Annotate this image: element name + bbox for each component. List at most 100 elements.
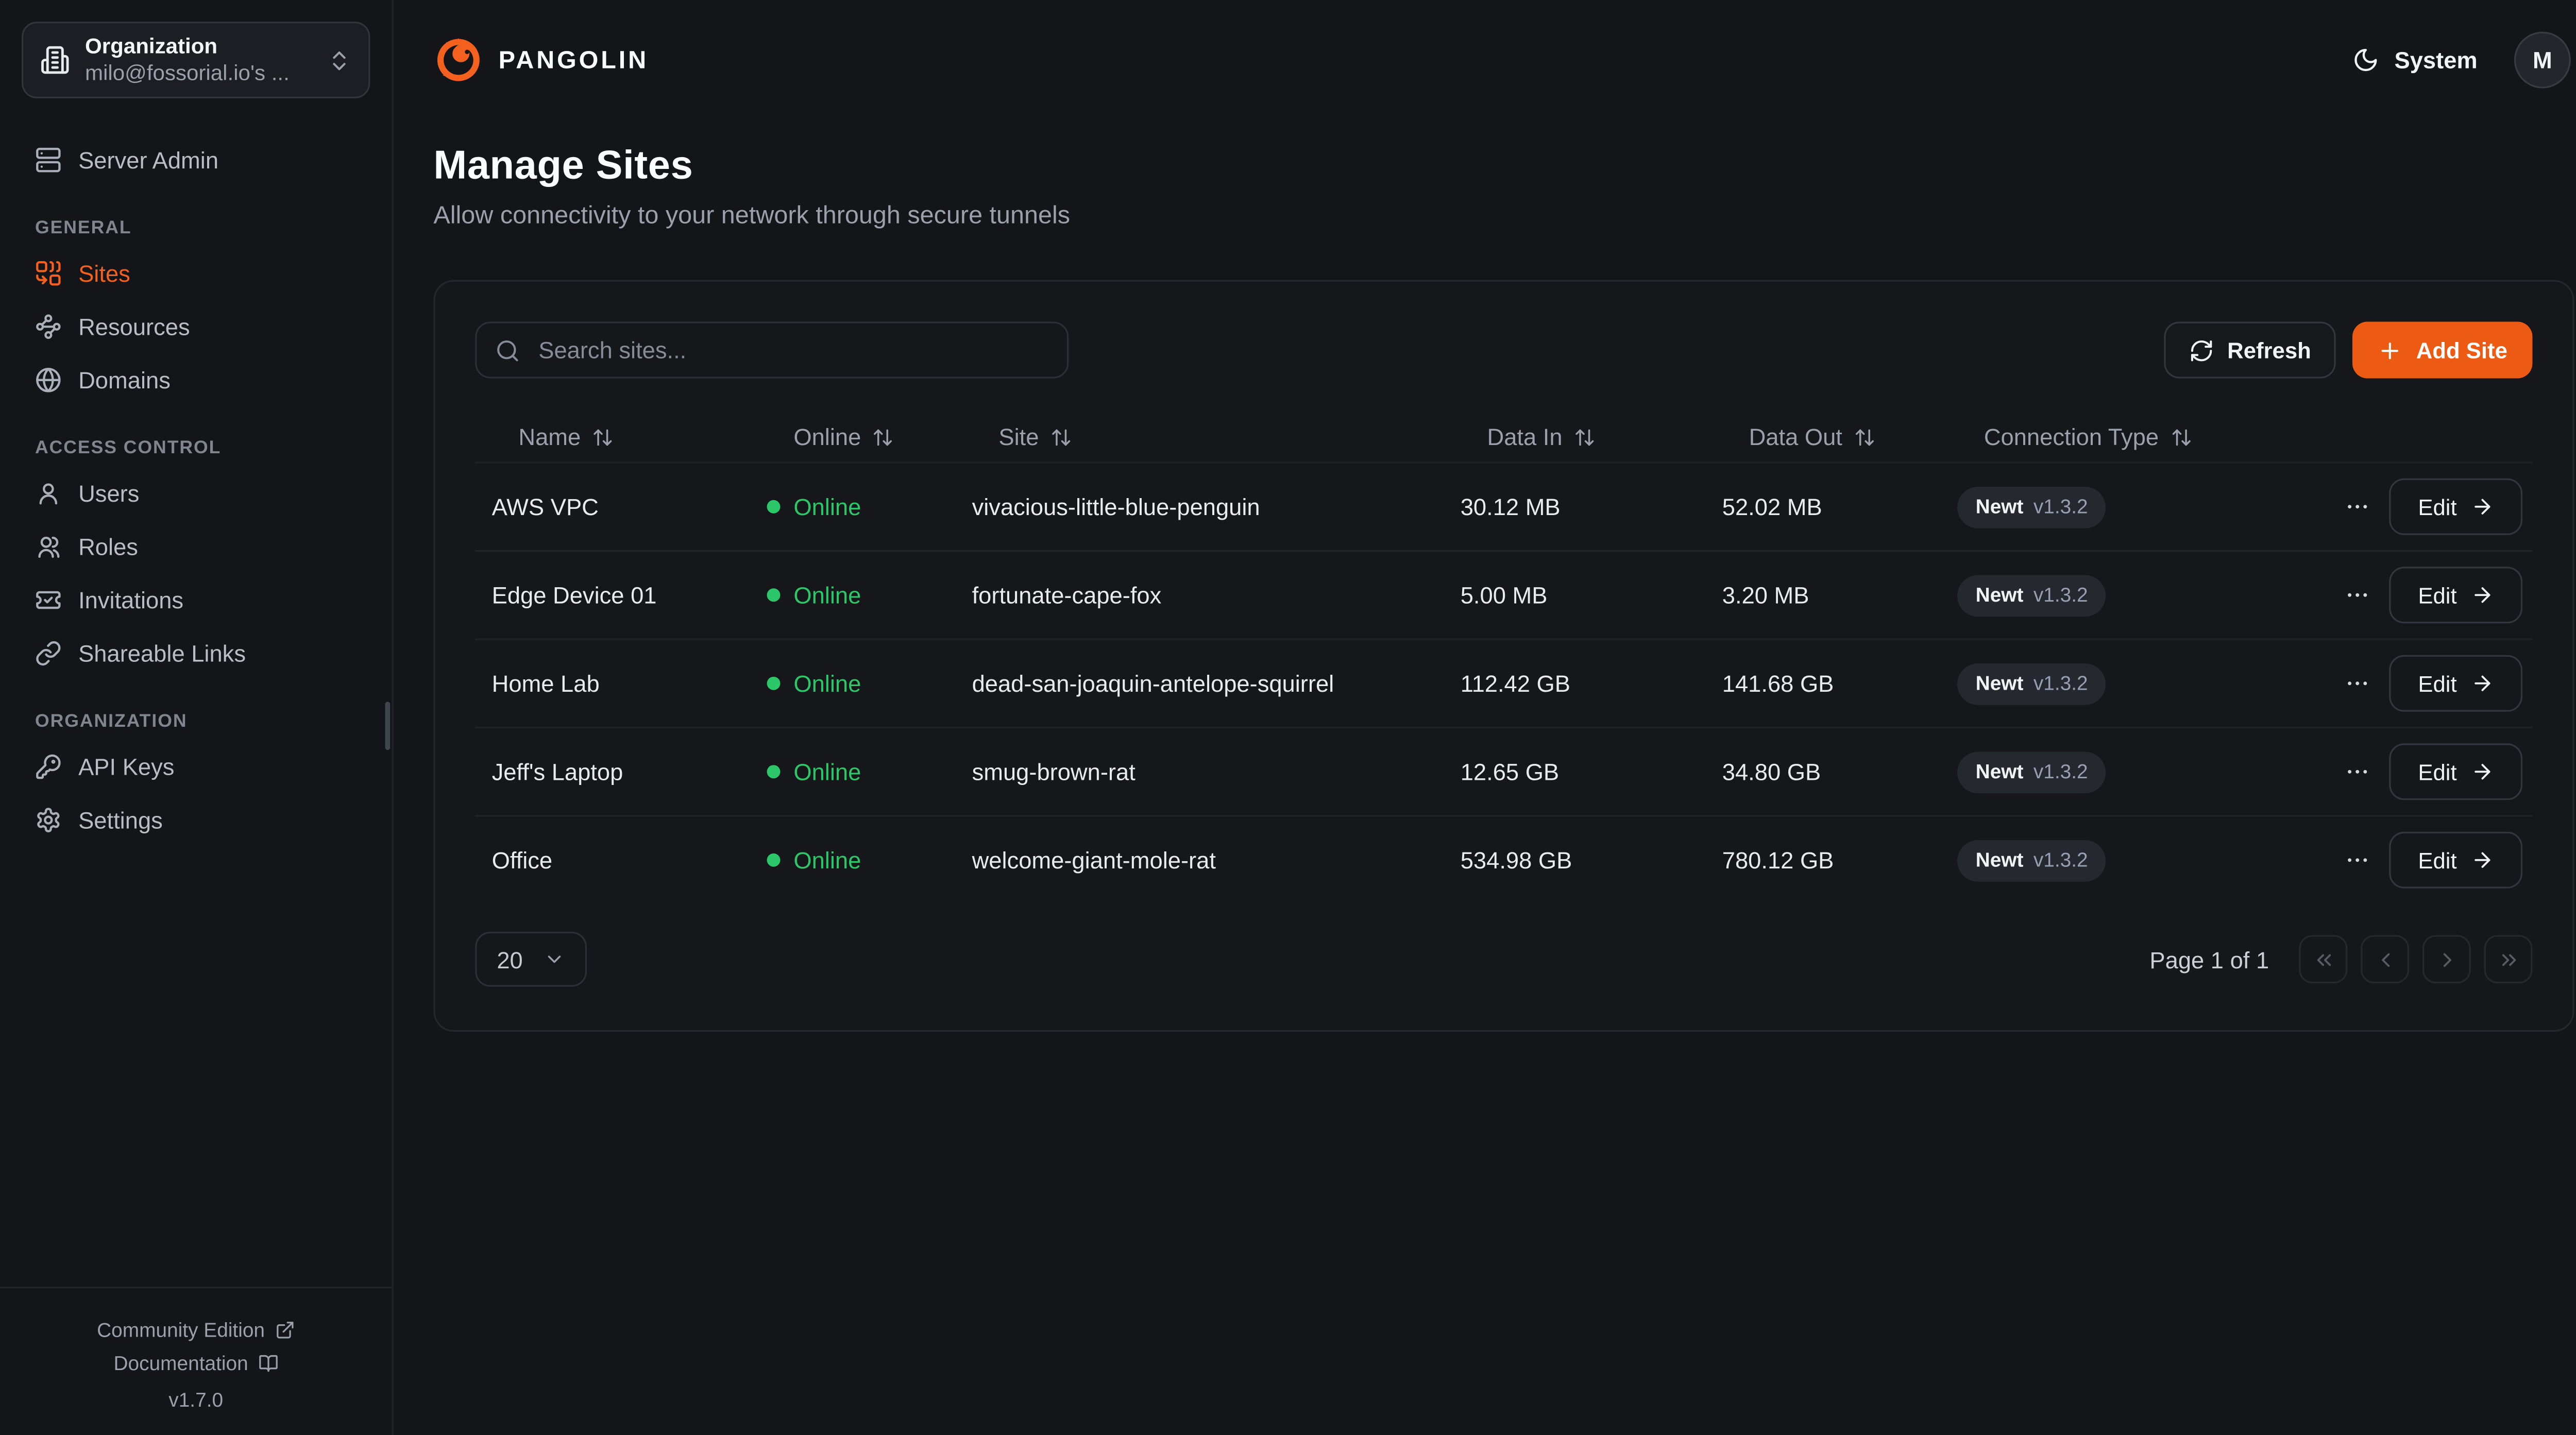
ticket-check-icon: [35, 587, 62, 613]
connection-type-cell: Newt v1.3.2: [1941, 486, 2316, 528]
sidebar-scroll-area: Organization milo@fossorial.io's ... Ser…: [0, 0, 392, 1287]
sidebar-item-sites[interactable]: Sites: [22, 248, 370, 298]
data-in-value: 5.00 MB: [1460, 582, 1548, 609]
sidebar-item-shareable-links[interactable]: Shareable Links: [22, 628, 370, 678]
site-slug: welcome-giant-mole-rat: [972, 846, 1216, 874]
row-actions-button[interactable]: [2336, 839, 2379, 882]
sidebar-nav: Server Admin GENERAL Sites Resources: [22, 98, 370, 845]
online-status: Online: [750, 582, 955, 608]
edit-button[interactable]: Edit: [2389, 831, 2523, 889]
users-icon: [35, 534, 62, 560]
next-page-button[interactable]: [2422, 935, 2471, 984]
edit-button[interactable]: Edit: [2389, 567, 2523, 624]
org-selector-text: Organization milo@fossorial.io's ...: [85, 33, 312, 87]
org-selector-value: milo@fossorial.io's ...: [85, 60, 290, 86]
external-link-icon: [275, 1320, 295, 1340]
sidebar-item-roles[interactable]: Roles: [22, 522, 370, 572]
connection-badge: Newt v1.3.2: [1957, 839, 2107, 881]
sidebar-footer: Community Edition Documentation v1.7.0: [0, 1287, 392, 1435]
column-header-online[interactable]: Online: [750, 423, 955, 450]
connection-badge: Newt v1.3.2: [1957, 662, 2107, 705]
sidebar-item-label: Invitations: [78, 587, 184, 613]
row-actions-button[interactable]: [2336, 485, 2379, 528]
column-header-data-out[interactable]: Data Out: [1705, 423, 1940, 450]
sidebar-item-label: Domains: [78, 366, 171, 394]
waypoints-icon: [35, 313, 62, 340]
avatar-initial: M: [2532, 46, 2552, 74]
toolbar-actions: Refresh Add Site: [2164, 321, 2533, 379]
column-header-connection-type[interactable]: Connection Type: [1941, 423, 2316, 450]
sidebar-item-label: Server Admin: [78, 146, 219, 174]
brand-name: PANGOLIN: [498, 45, 649, 75]
sidebar: Organization milo@fossorial.io's ... Ser…: [0, 0, 394, 1435]
data-in-value: 12.65 GB: [1460, 758, 1560, 785]
sidebar-item-api-keys[interactable]: API Keys: [22, 742, 370, 792]
online-dot: [767, 500, 781, 514]
sidebar-scrollbar[interactable]: [385, 702, 391, 750]
community-edition-link[interactable]: Community Edition: [16, 1319, 375, 1342]
documentation-link[interactable]: Documentation: [16, 1352, 375, 1375]
first-page-button[interactable]: [2299, 935, 2348, 984]
edit-button[interactable]: Edit: [2389, 743, 2523, 800]
last-page-button[interactable]: [2484, 935, 2533, 984]
site-name: Home Lab: [492, 670, 600, 697]
data-out-value: 141.68 GB: [1722, 670, 1834, 697]
section-label-organization: ORGANIZATION: [35, 711, 188, 732]
data-out-value: 34.80 GB: [1722, 758, 1821, 785]
online-dot: [767, 853, 781, 867]
user-icon: [35, 480, 62, 507]
data-out-value: 52.02 MB: [1722, 493, 1822, 520]
data-in-value: 30.12 MB: [1460, 493, 1561, 520]
link-icon: [35, 640, 62, 667]
data-out-value: 780.12 GB: [1722, 846, 1834, 874]
chevron-right-icon: [2435, 948, 2458, 971]
site-slug: vivacious-little-blue-penguin: [972, 493, 1260, 520]
refresh-label: Refresh: [2227, 337, 2311, 363]
sort-icon: [1050, 426, 1072, 448]
chevrons-left-icon: [2312, 948, 2335, 971]
table-row: Jeff's Laptop Online smug-brown-rat 12.6…: [475, 726, 2533, 815]
chevron-down-icon: [543, 948, 565, 970]
row-actions-button[interactable]: [2336, 750, 2379, 793]
add-site-button[interactable]: Add Site: [2352, 321, 2533, 379]
table-row: Home Lab Online dead-san-joaquin-antelop…: [475, 638, 2533, 727]
connection-badge: Newt v1.3.2: [1957, 574, 2107, 616]
column-header-name[interactable]: Name: [475, 423, 750, 450]
arrow-right-icon: [2470, 495, 2494, 518]
search-box: [475, 321, 1069, 379]
sidebar-item-users[interactable]: Users: [22, 468, 370, 518]
globe-icon: [35, 367, 62, 394]
brand[interactable]: PANGOLIN: [433, 35, 649, 85]
pager: Page 1 of 1: [2149, 935, 2533, 984]
edit-button[interactable]: Edit: [2389, 655, 2523, 712]
sidebar-item-resources[interactable]: Resources: [22, 302, 370, 352]
org-selector[interactable]: Organization milo@fossorial.io's ...: [22, 22, 370, 98]
arrow-right-icon: [2470, 584, 2494, 607]
search-input[interactable]: [535, 335, 1049, 365]
theme-toggle[interactable]: System: [2353, 46, 2478, 74]
column-header-data-in[interactable]: Data In: [1444, 423, 1705, 450]
sidebar-item-domains[interactable]: Domains: [22, 355, 370, 405]
data-in-value: 534.98 GB: [1460, 846, 1572, 874]
sidebar-item-label: Roles: [78, 533, 138, 560]
sidebar-item-settings[interactable]: Settings: [22, 795, 370, 845]
row-actions-button[interactable]: [2336, 662, 2379, 705]
avatar[interactable]: M: [2514, 31, 2571, 89]
column-header-site[interactable]: Site: [955, 423, 1444, 450]
moon-icon: [2353, 47, 2380, 74]
pangolin-logo: [433, 35, 483, 85]
sidebar-item-server-admin[interactable]: Server Admin: [22, 135, 370, 185]
building-icon: [40, 45, 70, 75]
sidebar-item-invitations[interactable]: Invitations: [22, 575, 370, 625]
refresh-button[interactable]: Refresh: [2164, 321, 2336, 379]
row-actions-button[interactable]: [2336, 573, 2379, 617]
sites-table: Name Online Site Data In: [475, 412, 2533, 903]
theme-label: System: [2394, 46, 2478, 74]
prev-page-button[interactable]: [2361, 935, 2410, 984]
edit-button[interactable]: Edit: [2389, 478, 2523, 535]
online-dot: [767, 765, 781, 779]
page-size-select[interactable]: 20: [475, 931, 586, 987]
page-title: Manage Sites: [433, 143, 693, 189]
main-content: PANGOLIN System M Manage Sites Allow con…: [394, 0, 2576, 1435]
